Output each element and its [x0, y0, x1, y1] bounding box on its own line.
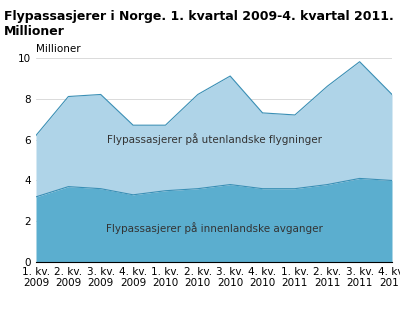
- Text: Flypassasjerer på innenlandske avganger: Flypassasjerer på innenlandske avganger: [106, 222, 322, 234]
- Text: Flypassasjerer på utenlandske flygninger: Flypassasjerer på utenlandske flygninger: [106, 133, 322, 146]
- Text: Millioner: Millioner: [36, 44, 81, 53]
- Text: Flypassasjerer i Norge. 1. kvartal 2009-4. kvartal 2011. Millioner: Flypassasjerer i Norge. 1. kvartal 2009-…: [4, 10, 394, 38]
